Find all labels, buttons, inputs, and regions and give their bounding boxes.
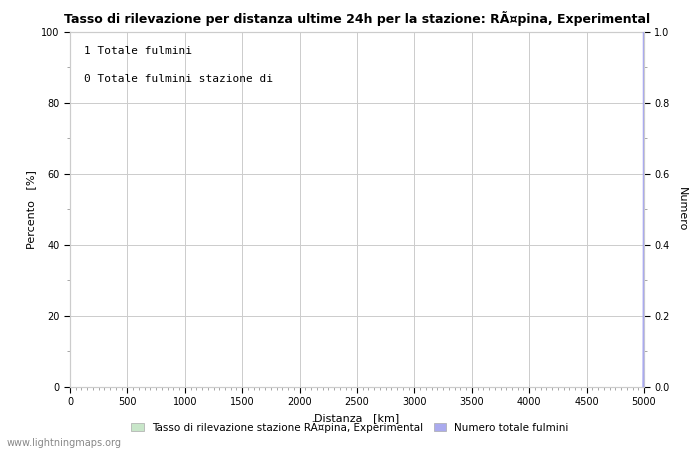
Text: 1 Totale fulmini: 1 Totale fulmini bbox=[84, 46, 192, 56]
Text: www.lightningmaps.org: www.lightningmaps.org bbox=[7, 438, 122, 448]
Text: 0 Totale fulmini stazione di: 0 Totale fulmini stazione di bbox=[84, 74, 273, 84]
Y-axis label: Numero: Numero bbox=[676, 187, 687, 231]
X-axis label: Distanza   [km]: Distanza [km] bbox=[314, 413, 400, 423]
Title: Tasso di rilevazione per distanza ultime 24h per la stazione: RÃ¤pina, Experimen: Tasso di rilevazione per distanza ultime… bbox=[64, 11, 650, 26]
Legend: Tasso di rilevazione stazione RÃ¤pina, Experimental, Numero totale fulmini: Tasso di rilevazione stazione RÃ¤pina, E… bbox=[128, 418, 572, 436]
Y-axis label: Percento   [%]: Percento [%] bbox=[26, 170, 36, 249]
